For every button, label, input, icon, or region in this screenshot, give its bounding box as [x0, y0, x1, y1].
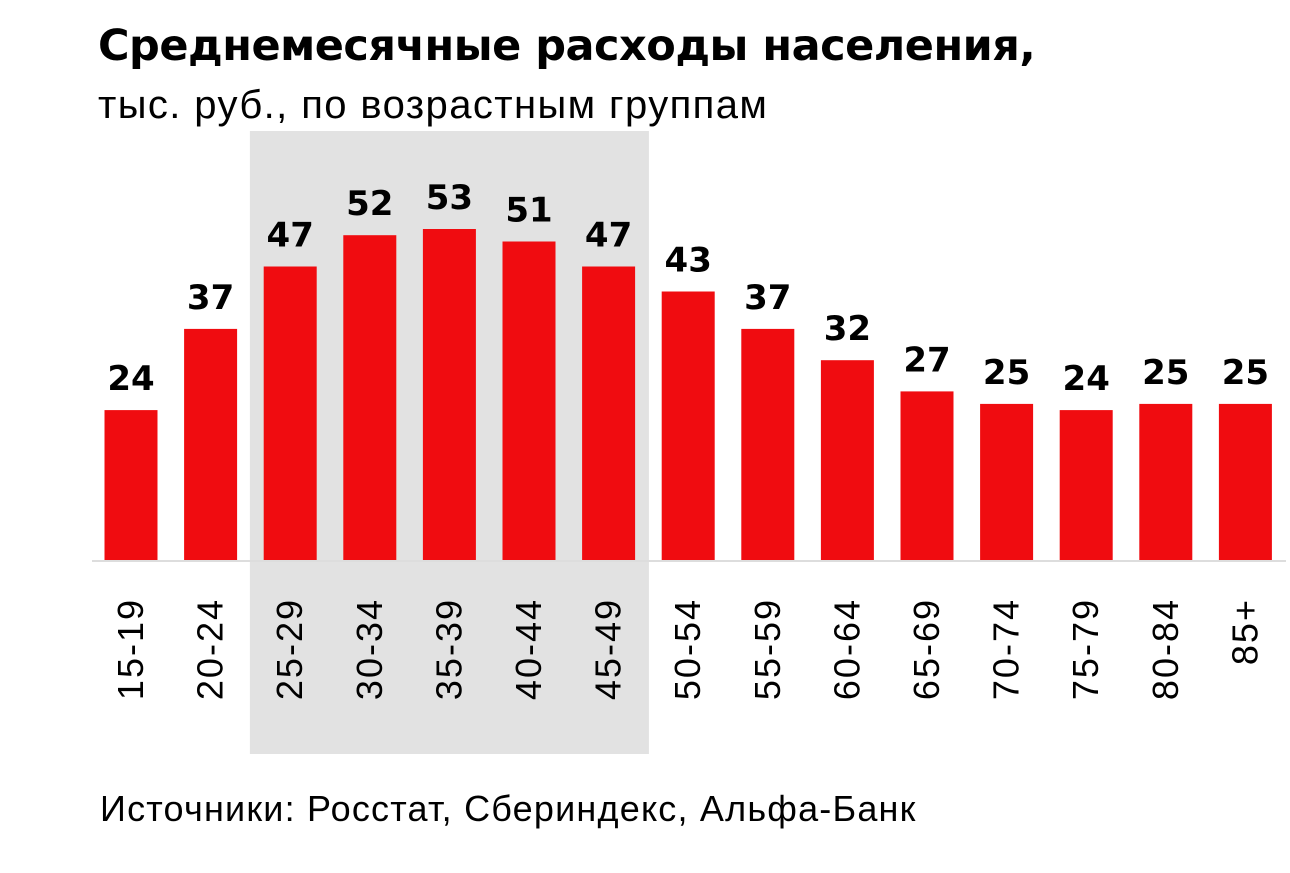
bar-35-39	[422, 229, 476, 560]
tick-label-65-69: 65-69	[906, 598, 947, 700]
bar-65-69	[900, 391, 954, 560]
value-label-40-44: 51	[505, 191, 552, 231]
value-label-75-79: 24	[1063, 359, 1110, 399]
bar-85+	[1218, 403, 1272, 560]
bar-25-29	[263, 266, 317, 560]
chart-title: Среднемесячные расходы населения,	[98, 21, 1036, 71]
bar-50-54	[661, 291, 715, 560]
tick-label-45-49: 45-49	[588, 598, 629, 700]
value-label-55-59: 37	[744, 278, 791, 318]
value-label-70-74: 25	[983, 353, 1030, 393]
tick-label-85+: 85+	[1224, 598, 1265, 665]
value-label-50-54: 43	[665, 241, 712, 281]
bar-80-84	[1139, 403, 1193, 560]
bar-30-34	[343, 235, 397, 560]
tick-label-80-84: 80-84	[1145, 598, 1186, 700]
tick-labels-layer: 15-19 20-24 25-29 30-34 35-39 40-44 45-49 50-54…	[110, 598, 1265, 700]
bar-15-19	[104, 410, 158, 560]
tick-label-70-74: 70-74	[986, 598, 1027, 700]
value-label-20-24: 37	[187, 278, 234, 318]
tick-label-20-24: 20-24	[190, 598, 231, 700]
tick-label-25-29: 25-29	[269, 598, 310, 700]
bar-55-59	[741, 328, 795, 560]
tick-label-30-34: 30-34	[349, 598, 390, 700]
tick-label-75-79: 75-79	[1065, 598, 1106, 700]
value-label-60-64: 32	[824, 309, 871, 349]
tick-label-40-44: 40-44	[508, 598, 549, 700]
bars-layer	[104, 229, 1272, 560]
bar-70-74	[980, 403, 1034, 560]
value-label-15-19: 24	[107, 359, 154, 399]
tick-label-35-39: 35-39	[428, 598, 469, 700]
value-label-30-34: 52	[346, 184, 393, 224]
bar-45-49	[582, 266, 636, 560]
tick-label-60-64: 60-64	[826, 598, 867, 700]
bar-40-44	[502, 241, 556, 560]
tick-label-15-19: 15-19	[110, 598, 151, 700]
bar-75-79	[1059, 410, 1113, 560]
tick-label-55-59: 55-59	[747, 598, 788, 700]
value-label-80-84: 25	[1142, 353, 1189, 393]
value-label-65-69: 27	[903, 340, 950, 380]
value-label-35-39: 53	[426, 178, 473, 218]
source-note: Источники: Росстат, Сбериндекс, Альфа-Ба…	[100, 788, 917, 829]
tick-label-50-54: 50-54	[667, 598, 708, 700]
bar-60-64	[820, 360, 874, 560]
value-label-25-29: 47	[267, 216, 314, 256]
chart-subtitle: тыс. руб., по возрастным группам	[98, 83, 769, 127]
value-label-45-49: 47	[585, 216, 632, 256]
value-label-85+: 25	[1222, 353, 1269, 393]
bar-20-24	[184, 328, 238, 560]
value-labels-layer: 24 37 47 52 53 51 47 43 37 32 27 25 24 25 25	[107, 178, 1269, 399]
